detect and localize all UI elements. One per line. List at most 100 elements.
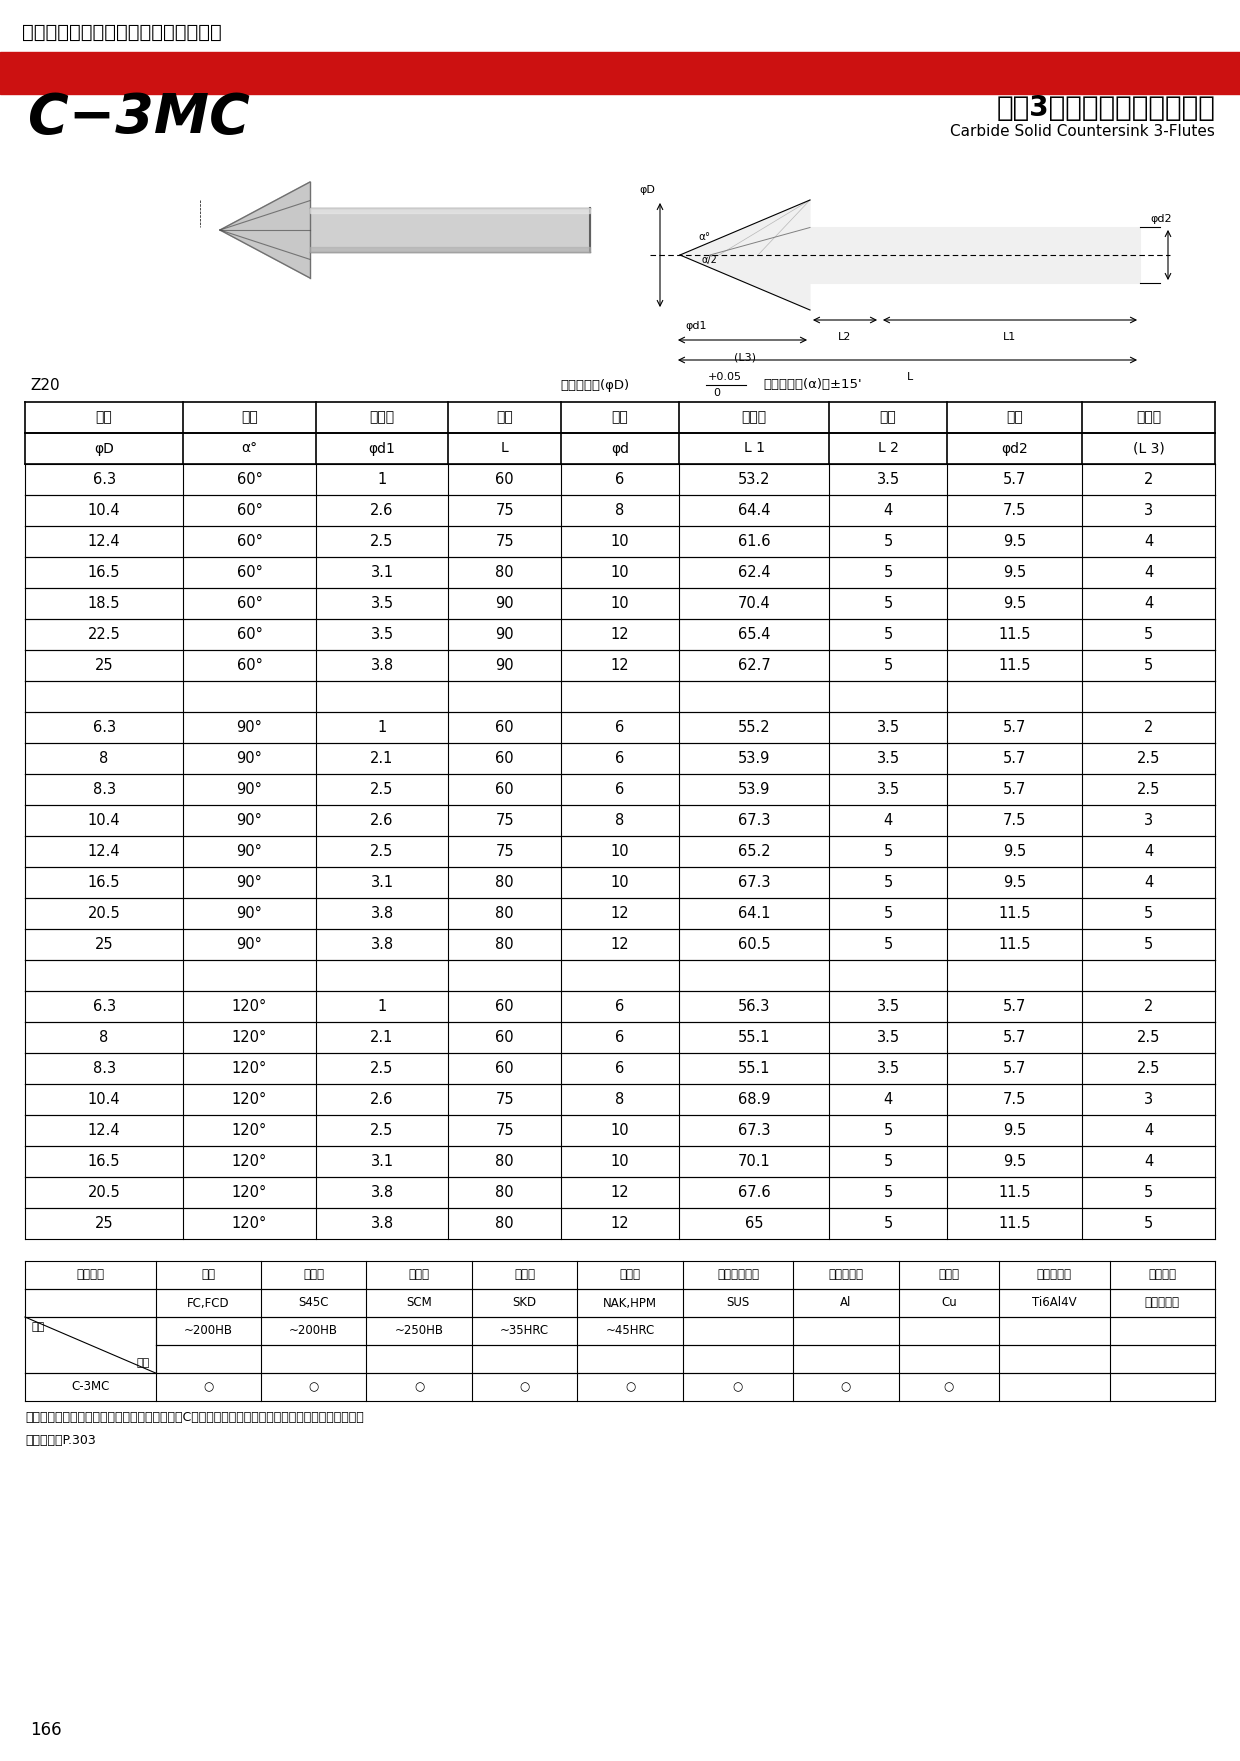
Text: 7.5: 7.5: [1003, 814, 1027, 828]
Bar: [449, 1021, 562, 1053]
Bar: [1083, 866, 1215, 898]
Text: 75: 75: [496, 814, 515, 828]
Bar: [25, 1261, 155, 1289]
Text: 切削条件　P.303: 切削条件 P.303: [25, 1433, 95, 1448]
Bar: [184, 620, 316, 650]
Bar: [830, 743, 947, 775]
Bar: [830, 527, 947, 556]
Bar: [578, 1317, 683, 1345]
Bar: [562, 588, 678, 620]
Bar: [449, 930, 562, 960]
Text: 11.5: 11.5: [998, 905, 1030, 921]
Text: 2.5: 2.5: [1137, 782, 1161, 798]
Text: 3.5: 3.5: [877, 720, 900, 734]
Text: 角度許容差(α)　±15': 角度許容差(α) ±15': [763, 379, 862, 391]
Bar: [562, 433, 678, 463]
Bar: [449, 743, 562, 775]
Text: 2: 2: [1145, 472, 1153, 488]
Bar: [449, 495, 562, 527]
Text: 7.5: 7.5: [1003, 504, 1027, 518]
Bar: [562, 1053, 678, 1085]
Text: 6: 6: [615, 782, 625, 798]
Bar: [184, 527, 316, 556]
Bar: [1083, 1115, 1215, 1146]
Bar: [899, 1261, 999, 1289]
Bar: [25, 898, 184, 930]
Text: 60°: 60°: [237, 627, 263, 643]
Text: ~200HB: ~200HB: [289, 1324, 339, 1338]
Text: 80: 80: [496, 1153, 515, 1169]
Text: 2.6: 2.6: [371, 504, 393, 518]
Text: 9.5: 9.5: [1003, 595, 1027, 611]
Bar: [472, 1261, 578, 1289]
Bar: [1083, 1021, 1215, 1053]
Bar: [578, 1261, 683, 1289]
Text: 角度: 角度: [241, 410, 258, 424]
Bar: [830, 682, 947, 711]
Bar: [562, 402, 678, 433]
Bar: [678, 991, 830, 1021]
Bar: [316, 682, 449, 711]
Text: 62.4: 62.4: [738, 565, 770, 579]
Bar: [830, 1085, 947, 1115]
Text: 90°: 90°: [237, 814, 263, 828]
Text: 超硭3枚刃カウンターシンク: 超硭3枚刃カウンターシンク: [996, 93, 1215, 122]
Bar: [25, 1208, 184, 1240]
Text: 120°: 120°: [232, 1217, 267, 1231]
Text: 65.2: 65.2: [738, 844, 770, 859]
Bar: [947, 556, 1083, 588]
Bar: [316, 495, 449, 527]
Bar: [1083, 1176, 1215, 1208]
Text: 53.2: 53.2: [738, 472, 770, 488]
Text: 60: 60: [496, 472, 515, 488]
Text: 6: 6: [615, 750, 625, 766]
Bar: [562, 1176, 678, 1208]
Bar: [562, 1208, 678, 1240]
Text: 5: 5: [1145, 905, 1153, 921]
Text: 5.7: 5.7: [1003, 750, 1027, 766]
Text: 外径長: 外径長: [1136, 410, 1162, 424]
Bar: [947, 495, 1083, 527]
Bar: [1083, 1085, 1215, 1115]
Text: L 2: L 2: [878, 442, 899, 456]
Bar: [310, 247, 590, 252]
Text: 2: 2: [1145, 998, 1153, 1014]
Text: 3.5: 3.5: [877, 998, 900, 1014]
Bar: [25, 836, 184, 866]
Bar: [947, 463, 1083, 495]
Bar: [794, 1289, 899, 1317]
Bar: [794, 1317, 899, 1345]
Text: Z20: Z20: [30, 377, 60, 393]
Bar: [449, 556, 562, 588]
Text: 120°: 120°: [232, 1030, 267, 1044]
Bar: [367, 1261, 472, 1289]
Bar: [184, 650, 316, 682]
Text: 3.1: 3.1: [371, 875, 393, 889]
Bar: [1083, 495, 1215, 527]
Bar: [260, 1374, 367, 1402]
Text: 120°: 120°: [232, 1153, 267, 1169]
Text: 90: 90: [496, 659, 515, 673]
Text: 120°: 120°: [232, 1092, 267, 1108]
Text: 67.3: 67.3: [738, 875, 770, 889]
Bar: [947, 711, 1083, 743]
Bar: [184, 1146, 316, 1176]
Text: 67.6: 67.6: [738, 1185, 770, 1199]
Text: NAK,HPM: NAK,HPM: [603, 1296, 657, 1310]
Text: (L3): (L3): [734, 352, 756, 363]
Bar: [678, 1146, 830, 1176]
Text: 16.5: 16.5: [88, 875, 120, 889]
Bar: [184, 1085, 316, 1115]
Bar: [1083, 556, 1215, 588]
Bar: [678, 1085, 830, 1115]
Text: 2.5: 2.5: [1137, 750, 1161, 766]
Text: 55.1: 55.1: [738, 1060, 770, 1076]
Bar: [184, 1021, 316, 1053]
Bar: [449, 1085, 562, 1115]
Text: 3: 3: [1145, 504, 1153, 518]
Bar: [1083, 805, 1215, 836]
Text: 炭素鉰: 炭素鉰: [304, 1268, 324, 1282]
Text: 1: 1: [377, 472, 387, 488]
Text: φd1: φd1: [368, 442, 396, 456]
Text: 5: 5: [884, 937, 893, 953]
